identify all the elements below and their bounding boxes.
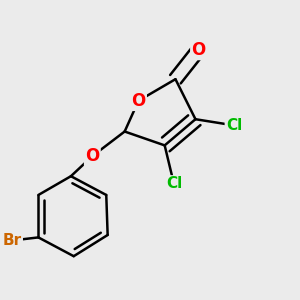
Text: Br: Br <box>3 233 22 248</box>
Text: O: O <box>85 147 100 165</box>
Text: O: O <box>191 41 206 59</box>
Text: Cl: Cl <box>166 176 182 191</box>
Text: O: O <box>131 92 146 110</box>
Text: Cl: Cl <box>226 118 242 133</box>
